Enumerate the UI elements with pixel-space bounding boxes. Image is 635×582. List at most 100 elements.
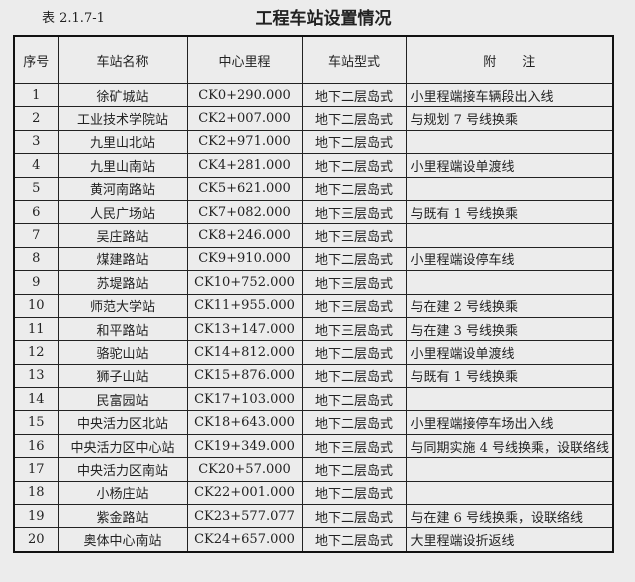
cell-center-mileage: CK7+082.000 bbox=[186, 199, 303, 225]
cell-station-name: 奥体中心南站 bbox=[57, 527, 188, 553]
table-row: 8 煤建路站 CK9+910.000 地下二层岛式 小里程端设停车线 bbox=[13, 246, 614, 272]
cell-notes: 与在建 3 号线换乘 bbox=[405, 316, 614, 342]
cell-center-mileage: CK4+281.000 bbox=[186, 153, 303, 178]
cell-center-mileage: CK20+57.000 bbox=[186, 457, 303, 482]
table-row: 6 人民广场站 CK7+082.000 地下三层岛式 与既有 1 号线换乘 bbox=[13, 199, 614, 225]
cell-center-mileage: CK9+910.000 bbox=[186, 246, 303, 272]
cell-notes: 小里程端设单渡线 bbox=[405, 340, 614, 365]
cell-notes: 与在建 2 号线换乘 bbox=[405, 293, 614, 318]
table-row: 16 中央活力区中心站 CK19+349.000 地下三层岛式 与同期实施 4 号线换乘… bbox=[13, 433, 614, 459]
table-caption: 表 2.1.7-1 bbox=[42, 11, 105, 26]
cell-station-name: 民富园站 bbox=[57, 387, 188, 412]
table-row: 7 吴庄路站 CK8+246.000 地下三层岛式 bbox=[13, 223, 614, 248]
cell-notes: 大里程端设折返线 bbox=[405, 527, 614, 553]
cell-station-type: 地下二层岛式 bbox=[301, 82, 407, 108]
cell-index: 7 bbox=[13, 223, 59, 248]
cell-station-name: 师范大学站 bbox=[57, 293, 188, 318]
cell-station-type: 地下三层岛式 bbox=[301, 433, 407, 459]
table-row: 13 狮子山站 CK15+876.000 地下二层岛式 与既有 1 号线换乘 bbox=[13, 363, 614, 389]
cell-station-name: 小杨庄站 bbox=[57, 480, 188, 506]
cell-index: 20 bbox=[13, 527, 59, 553]
cell-station-type: 地下二层岛式 bbox=[301, 527, 407, 553]
cell-station-name: 煤建路站 bbox=[57, 246, 188, 272]
cell-station-type: 地下二层岛式 bbox=[301, 176, 407, 201]
cell-center-mileage: CK22+001.000 bbox=[186, 480, 303, 506]
cell-notes bbox=[405, 223, 614, 248]
cell-index: 9 bbox=[13, 270, 59, 295]
cell-station-type: 地下三层岛式 bbox=[301, 293, 407, 318]
cell-station-type: 地下二层岛式 bbox=[301, 504, 407, 529]
cell-station-type: 地下二层岛式 bbox=[301, 480, 407, 506]
table-row: 4 九里山南站 CK4+281.000 地下二层岛式 小里程端设单渡线 bbox=[13, 153, 614, 178]
header-notes: 附 注 bbox=[405, 35, 614, 84]
cell-station-type: 地下二层岛式 bbox=[301, 387, 407, 412]
cell-index: 11 bbox=[13, 316, 59, 342]
cell-station-name: 苏堤路站 bbox=[57, 270, 188, 295]
cell-center-mileage: CK2+007.000 bbox=[186, 106, 303, 131]
header-row: 序号 车站名称 中心里程 车站型式 附 注 bbox=[13, 35, 614, 84]
cell-station-name: 九里山南站 bbox=[57, 153, 188, 178]
table-row: 12 骆驼山站 CK14+812.000 地下二层岛式 小里程端设单渡线 bbox=[13, 340, 614, 365]
cell-station-type: 地下三层岛式 bbox=[301, 223, 407, 248]
table-row: 10 师范大学站 CK11+955.000 地下三层岛式 与在建 2 号线换乘 bbox=[13, 293, 614, 318]
cell-index: 5 bbox=[13, 176, 59, 201]
cell-index: 15 bbox=[13, 410, 59, 435]
cell-station-name: 工业技术学院站 bbox=[57, 106, 188, 131]
cell-index: 2 bbox=[13, 106, 59, 131]
cell-index: 6 bbox=[13, 199, 59, 225]
cell-index: 1 bbox=[13, 82, 59, 108]
cell-center-mileage: CK8+246.000 bbox=[186, 223, 303, 248]
cell-center-mileage: CK23+577.077 bbox=[186, 504, 303, 529]
cell-index: 14 bbox=[13, 387, 59, 412]
cell-station-name: 徐矿城站 bbox=[57, 82, 188, 108]
cell-station-name: 骆驼山站 bbox=[57, 340, 188, 365]
cell-center-mileage: CK11+955.000 bbox=[186, 293, 303, 318]
cell-index: 18 bbox=[13, 480, 59, 506]
cell-center-mileage: CK2+971.000 bbox=[186, 129, 303, 155]
cell-notes: 与既有 1 号线换乘 bbox=[405, 363, 614, 389]
cell-notes bbox=[405, 387, 614, 412]
cell-center-mileage: CK14+812.000 bbox=[186, 340, 303, 365]
cell-center-mileage: CK24+657.000 bbox=[186, 527, 303, 553]
table-row: 19 紫金路站 CK23+577.077 地下二层岛式 与在建 6 号线换乘，设联络线 bbox=[13, 504, 614, 529]
table-row: 20 奥体中心南站 CK24+657.000 地下二层岛式 大里程端设折返线 bbox=[13, 527, 614, 553]
cell-notes: 小里程端设停车线 bbox=[405, 246, 614, 272]
cell-notes bbox=[405, 457, 614, 482]
cell-center-mileage: CK18+643.000 bbox=[186, 410, 303, 435]
cell-index: 17 bbox=[13, 457, 59, 482]
cell-index: 13 bbox=[13, 363, 59, 389]
cell-station-name: 黄河南路站 bbox=[57, 176, 188, 201]
cell-notes: 与在建 6 号线换乘，设联络线 bbox=[405, 504, 614, 529]
table-row: 1 徐矿城站 CK0+290.000 地下二层岛式 小里程端接车辆段出入线 bbox=[13, 82, 614, 108]
cell-station-type: 地下三层岛式 bbox=[301, 316, 407, 342]
cell-index: 3 bbox=[13, 129, 59, 155]
cell-notes: 小里程端设单渡线 bbox=[405, 153, 614, 178]
table-row: 2 工业技术学院站 CK2+007.000 地下二层岛式 与规划 7 号线换乘 bbox=[13, 106, 614, 131]
table-title: 工程车站设置情况 bbox=[255, 9, 392, 29]
cell-notes: 与既有 1 号线换乘 bbox=[405, 199, 614, 225]
header-index: 序号 bbox=[13, 35, 59, 84]
header-station-name: 车站名称 bbox=[57, 35, 188, 84]
cell-index: 8 bbox=[13, 246, 59, 272]
cell-station-name: 人民广场站 bbox=[57, 199, 188, 225]
cell-notes bbox=[405, 176, 614, 201]
cell-notes: 小里程端接车辆段出入线 bbox=[405, 82, 614, 108]
cell-center-mileage: CK15+876.000 bbox=[186, 363, 303, 389]
cell-station-name: 中央活力区南站 bbox=[57, 457, 188, 482]
cell-notes bbox=[405, 480, 614, 506]
cell-station-type: 地下二层岛式 bbox=[301, 246, 407, 272]
cell-center-mileage: CK17+103.000 bbox=[186, 387, 303, 412]
cell-notes bbox=[405, 129, 614, 155]
cell-center-mileage: CK10+752.000 bbox=[186, 270, 303, 295]
table-row: 3 九里山北站 CK2+971.000 地下二层岛式 bbox=[13, 129, 614, 155]
cell-station-name: 吴庄路站 bbox=[57, 223, 188, 248]
table-row: 11 和平路站 CK13+147.000 地下三层岛式 与在建 3 号线换乘 bbox=[13, 316, 614, 342]
cell-station-type: 地下二层岛式 bbox=[301, 129, 407, 155]
table-row: 14 民富园站 CK17+103.000 地下二层岛式 bbox=[13, 387, 614, 412]
cell-station-name: 狮子山站 bbox=[57, 363, 188, 389]
table-row: 15 中央活力区北站 CK18+643.000 地下二层岛式 小里程端接停车场出入线 bbox=[13, 410, 614, 435]
cell-station-type: 地下二层岛式 bbox=[301, 363, 407, 389]
cell-station-type: 地下二层岛式 bbox=[301, 153, 407, 178]
cell-station-type: 地下二层岛式 bbox=[301, 457, 407, 482]
cell-notes bbox=[405, 270, 614, 295]
